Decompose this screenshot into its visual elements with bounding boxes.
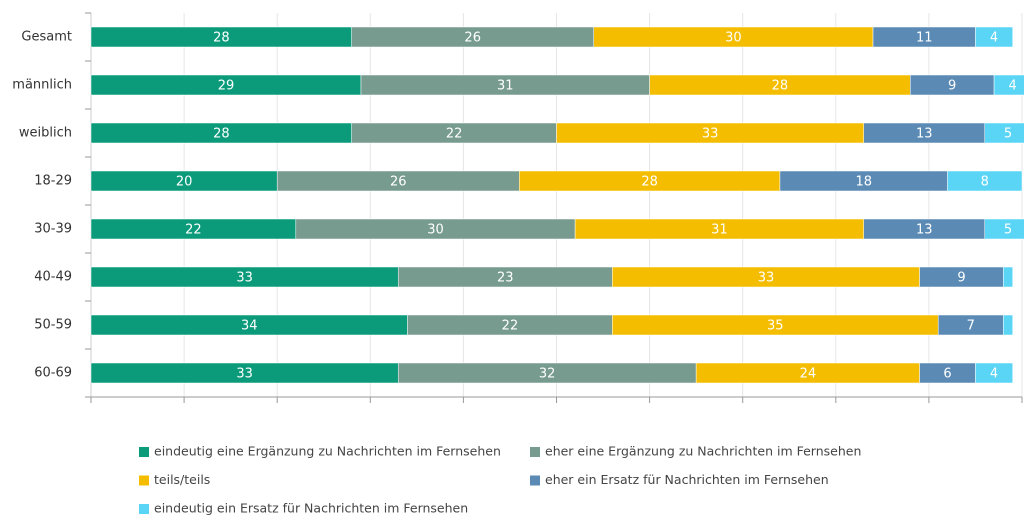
- legend-label: eher eine Ergänzung zu Nachrichten im Fe…: [545, 444, 861, 459]
- bar-segment: [984, 122, 1024, 144]
- value-label: 29: [218, 79, 235, 94]
- value-label: 26: [464, 31, 481, 46]
- value-label: 13: [916, 223, 933, 238]
- value-label: 23: [497, 271, 514, 286]
- value-label: 31: [711, 223, 728, 238]
- value-label: 24: [800, 367, 817, 382]
- y-tick-label: 50-59: [34, 318, 72, 333]
- legend-swatch: [139, 504, 149, 514]
- value-label: 33: [758, 271, 775, 286]
- value-label: 28: [772, 79, 789, 94]
- value-label: 30: [725, 31, 742, 46]
- value-label: 34: [241, 319, 258, 334]
- y-tick-label: 18-29: [34, 174, 72, 189]
- value-label: 33: [236, 271, 253, 286]
- legend-label: eindeutig eine Ergänzung zu Nachrichten …: [154, 444, 501, 459]
- legend-swatch: [139, 475, 149, 486]
- value-label: 9: [957, 271, 965, 286]
- legend-label: eindeutig ein Ersatz für Nachrichten im …: [154, 501, 468, 516]
- value-label: 33: [236, 367, 253, 382]
- y-tick-label: Gesamt: [21, 30, 72, 45]
- y-tick-label: männlich: [12, 78, 72, 93]
- value-label: 33: [702, 127, 719, 142]
- value-label: 18: [855, 175, 872, 190]
- value-label: 22: [185, 223, 202, 238]
- bar-segment: [947, 170, 1023, 192]
- value-label: 5: [1004, 127, 1012, 142]
- value-label: 22: [446, 127, 463, 142]
- legend-swatch: [530, 447, 540, 457]
- value-label: 13: [916, 127, 933, 142]
- value-label: 31: [497, 79, 514, 94]
- value-label: 32: [539, 367, 556, 382]
- value-label: 28: [641, 175, 658, 190]
- legend-swatch: [139, 447, 149, 457]
- value-label: 22: [502, 319, 519, 334]
- value-label: 4: [1009, 79, 1017, 94]
- bar-segment: [975, 26, 1013, 48]
- value-label: 28: [213, 31, 230, 46]
- bar-segment: [975, 362, 1013, 384]
- value-label: 4: [990, 367, 998, 382]
- value-label: 11: [916, 31, 933, 46]
- legend-label: teils/teils: [154, 472, 210, 487]
- value-label: 5: [1004, 223, 1012, 238]
- bar-segment: [984, 218, 1024, 240]
- y-tick-label: 40-49: [34, 270, 72, 285]
- legend-swatch: [530, 475, 540, 486]
- value-label: 4: [990, 31, 998, 46]
- value-label: 26: [390, 175, 407, 190]
- y-tick-label: 30-39: [34, 222, 72, 237]
- bar-segment: [1003, 266, 1013, 288]
- value-label: 20: [176, 175, 193, 190]
- value-label: 7: [967, 319, 975, 334]
- bar-segment: [1003, 314, 1013, 336]
- value-label: 8: [981, 175, 989, 190]
- bar-segment: [993, 74, 1024, 96]
- value-label: 6: [943, 367, 951, 382]
- value-label: 9: [948, 79, 956, 94]
- value-label: 35: [767, 319, 784, 334]
- y-tick-label: weiblich: [19, 126, 72, 141]
- value-label: 30: [427, 223, 444, 238]
- y-tick-label: 60-69: [34, 366, 72, 381]
- value-label: 28: [213, 127, 230, 142]
- legend-label: eher ein Ersatz für Nachrichten im Ferns…: [545, 472, 829, 487]
